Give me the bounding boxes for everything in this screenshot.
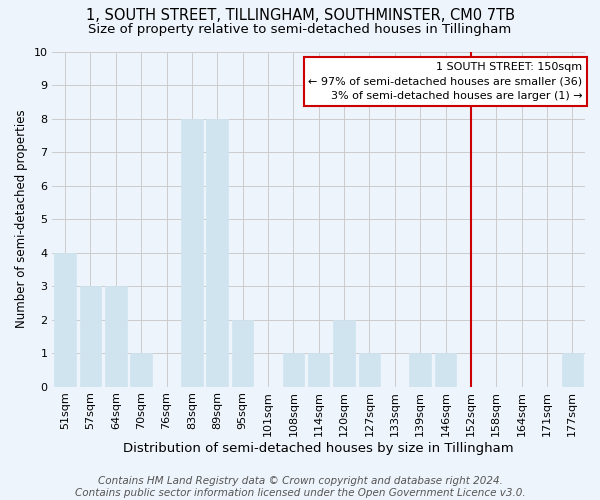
Bar <box>55 252 76 386</box>
X-axis label: Distribution of semi-detached houses by size in Tillingham: Distribution of semi-detached houses by … <box>124 442 514 455</box>
Text: Size of property relative to semi-detached houses in Tillingham: Size of property relative to semi-detach… <box>88 22 512 36</box>
Bar <box>333 320 355 386</box>
Bar <box>181 118 203 386</box>
Bar <box>283 353 304 386</box>
Bar <box>206 118 228 386</box>
Y-axis label: Number of semi-detached properties: Number of semi-detached properties <box>15 110 28 328</box>
Bar <box>232 320 253 386</box>
Bar <box>409 353 431 386</box>
Bar <box>435 353 456 386</box>
Bar <box>130 353 152 386</box>
Bar <box>562 353 583 386</box>
Text: 1 SOUTH STREET: 150sqm
← 97% of semi-detached houses are smaller (36)
3% of semi: 1 SOUTH STREET: 150sqm ← 97% of semi-det… <box>308 62 583 101</box>
Bar <box>359 353 380 386</box>
Text: 1, SOUTH STREET, TILLINGHAM, SOUTHMINSTER, CM0 7TB: 1, SOUTH STREET, TILLINGHAM, SOUTHMINSTE… <box>86 8 515 22</box>
Bar <box>308 353 329 386</box>
Text: Contains HM Land Registry data © Crown copyright and database right 2024.
Contai: Contains HM Land Registry data © Crown c… <box>74 476 526 498</box>
Bar <box>80 286 101 386</box>
Bar <box>105 286 127 386</box>
